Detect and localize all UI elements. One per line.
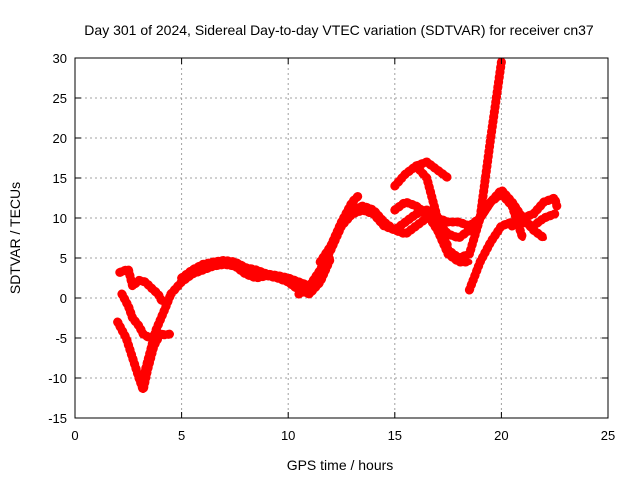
y-tick-label: -15	[48, 411, 67, 426]
x-tick-label: 0	[71, 428, 78, 443]
y-tick-label: 5	[60, 251, 67, 266]
series-markers-trace-8	[315, 191, 364, 267]
y-axis-label: SDTVAR / TECUs	[7, 182, 23, 294]
x-tick-label: 15	[388, 428, 402, 443]
series-markers-trace-15	[507, 193, 562, 231]
chart-title: Day 301 of 2024, Sidereal Day-to-day VTE…	[84, 22, 594, 38]
y-tick-label: -5	[55, 331, 67, 346]
axis-ticks: 0 5 10 15 20 25 -15 -10 -5 0 5 10 15 20 25 30	[48, 51, 615, 443]
x-tick-label: 25	[601, 428, 615, 443]
series-markers-trace-3	[138, 289, 176, 383]
y-tick-label: 0	[60, 291, 67, 306]
series-markers-trace-6	[177, 255, 314, 291]
x-tick-label: 10	[281, 428, 295, 443]
series-markers-trace-4	[115, 264, 167, 307]
x-tick-label: 20	[494, 428, 508, 443]
data-series	[113, 57, 562, 395]
y-tick-label: 10	[53, 211, 67, 226]
x-axis-label: GPS time / hours	[287, 457, 394, 473]
y-tick-label: 15	[53, 171, 67, 186]
y-tick-label: -10	[48, 371, 67, 386]
series-markers-trace-10	[390, 189, 528, 243]
plot-frame	[74, 57, 609, 419]
y-tick-label: 30	[53, 51, 67, 66]
x-tick-label: 5	[178, 428, 185, 443]
y-tick-label: 20	[53, 131, 67, 146]
series-markers-trace-13	[422, 209, 474, 267]
y-tick-label: 25	[53, 91, 67, 106]
series-markers-trace-11	[390, 157, 453, 191]
grid	[75, 58, 608, 418]
